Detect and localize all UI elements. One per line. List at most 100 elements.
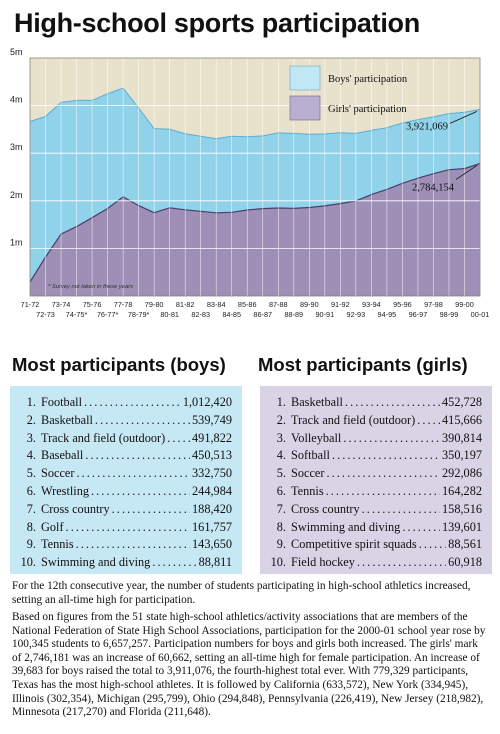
dot-leader [343, 431, 440, 446]
dot-leader [95, 413, 190, 428]
participant-count: 139,601 [442, 519, 482, 534]
details-paragraph: Based on figures from the 51 state high-… [12, 611, 486, 719]
sport-name: Wrestling [41, 483, 89, 498]
dot-leader [76, 466, 190, 481]
x-tick-label: 73-74 [52, 300, 71, 309]
rank: 9. [26, 537, 36, 552]
girls-list-item: 3. Volleyball 390,814 [270, 431, 482, 449]
girls-total-label: 2,784,154 [412, 182, 455, 193]
dot-leader [402, 520, 440, 535]
x-tick-label: 92-93 [347, 310, 366, 319]
rank: 5. [276, 466, 286, 481]
participant-count: 415,666 [442, 412, 482, 427]
participant-count: 390,814 [442, 430, 482, 445]
participant-count: 292,086 [442, 466, 482, 481]
participant-count: 450,513 [192, 448, 232, 463]
boys-list-item: 1. Football 1,012,420 [20, 395, 232, 413]
x-tick-label: 88-89 [284, 310, 303, 319]
sport-name: Cross country [41, 501, 110, 516]
boys-list-item: 2. Basketball 539,749 [20, 413, 232, 431]
participant-count: 161,757 [192, 519, 232, 534]
sport-name: Cross country [291, 501, 360, 516]
rank: 1. [276, 395, 286, 409]
x-tick-label: 87-88 [269, 300, 288, 309]
rank: 2. [26, 412, 36, 427]
rank: 10. [20, 555, 36, 570]
boys-list-item: 7. Cross country 188,420 [20, 502, 232, 520]
x-tick-label: 80-81 [160, 310, 179, 319]
sport-name: Soccer [41, 466, 75, 481]
sport-name: Track and field (outdoor) [291, 412, 416, 427]
boys-list-title: Most participants (boys) [12, 354, 226, 375]
participant-count: 452,728 [442, 395, 482, 409]
dot-leader [345, 395, 440, 410]
x-tick-label: 72-73 [36, 310, 55, 319]
girls-list-title: Most participants (girls) [258, 354, 468, 375]
sport-name: Football [41, 395, 82, 409]
boys-list-item: 8. Golf 161,757 [20, 520, 232, 538]
participant-count: 350,197 [442, 448, 482, 463]
x-tick-label: 79-80 [145, 300, 164, 309]
boys-list-item: 5. Soccer 332,750 [20, 466, 232, 484]
rank: 2. [276, 412, 286, 427]
x-tick-label: 83-84 [207, 300, 226, 309]
dot-leader [91, 484, 190, 499]
intro-paragraph: For the 12th consecutive year, the numbe… [12, 580, 471, 606]
girls-list-item: 6. Tennis 164,282 [270, 484, 482, 502]
rank: 1. [26, 395, 36, 409]
rank: 7. [276, 501, 286, 516]
boys-line [29, 87, 481, 140]
rank: 6. [276, 483, 286, 498]
x-tick-label: 00-01 [471, 310, 490, 319]
plot-frame [29, 57, 481, 297]
sport-name: Swimming and diving [41, 555, 151, 570]
participant-count: 332,750 [192, 466, 232, 481]
boys-list-item: 3. Track and field (outdoor) 491,822 [20, 431, 232, 449]
x-tick-label: 75-76 [83, 300, 102, 309]
sport-name: Basketball [41, 412, 93, 427]
boys-list-item: 9. Tennis 143,650 [20, 537, 232, 555]
participant-count: 1,012,420 [182, 395, 232, 409]
girls-list-item: 5. Soccer 292,086 [270, 466, 482, 484]
dot-leader [84, 395, 181, 410]
boys-callout-line [449, 110, 478, 124]
x-tick-label: 94-95 [378, 310, 397, 319]
dot-leader [85, 448, 190, 463]
girls-list-item: 4. Softball 350,197 [270, 448, 482, 466]
girls-list-item: 7. Cross country 158,516 [270, 502, 482, 520]
dot-leader [332, 448, 440, 463]
sport-name: Softball [291, 448, 330, 463]
sport-name: Baseball [41, 448, 84, 463]
x-tick-label: 99-00 [455, 300, 474, 309]
y-tick-label: 3m [10, 142, 23, 152]
x-tick-label: 86-87 [253, 310, 272, 319]
girls-list-item: 2. Track and field (outdoor) 415,666 [270, 413, 482, 431]
rank: 5. [26, 466, 36, 481]
participant-count: 188,420 [192, 501, 232, 516]
sport-name: Tennis [41, 537, 74, 552]
boys-list-item: 10. Swimming and diving 88,811 [20, 555, 232, 573]
boys-legend-swatch [289, 65, 321, 91]
girls-list-item: 1. Basketball 452,728 [270, 395, 482, 413]
girls-line [29, 162, 481, 283]
girls-list-item: 8. Swimming and diving 139,601 [270, 520, 482, 538]
rank: 3. [276, 430, 286, 445]
participant-count: 539,749 [192, 412, 232, 427]
participant-count: 491,822 [192, 430, 232, 445]
x-tick-label: 74-75* [66, 310, 88, 319]
x-tick-label: 89-90 [300, 300, 319, 309]
x-tick-label: 95-96 [393, 300, 412, 309]
rank: 4. [276, 448, 286, 463]
dot-leader [357, 555, 446, 570]
girls-legend-label: Girls' participation [328, 104, 407, 115]
dot-leader [76, 537, 190, 552]
participation-chart: 1m 2m 3m 4m 5m 71-72 73-74 75-76 77-78 79-80 81-8… [10, 47, 490, 319]
x-tick-label: 82-83 [191, 310, 210, 319]
page-title: High-school sports participation [14, 8, 420, 38]
girls-legend-swatch [289, 95, 321, 121]
dot-leader [326, 484, 440, 499]
dot-leader [112, 502, 190, 517]
participant-count: 88,811 [198, 555, 232, 570]
dot-leader [167, 431, 190, 446]
x-tick-label: 90-91 [315, 310, 334, 319]
